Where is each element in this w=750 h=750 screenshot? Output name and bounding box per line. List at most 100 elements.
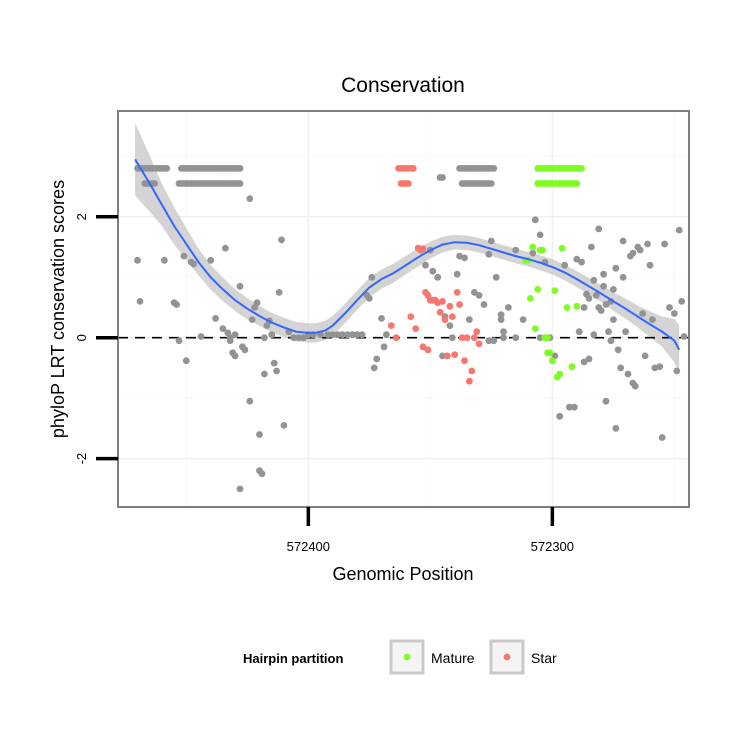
y-axis-title: phyloP LRT conservation scores bbox=[48, 180, 68, 438]
point-other bbox=[607, 337, 615, 345]
point-other bbox=[439, 352, 446, 360]
point-other bbox=[339, 331, 346, 339]
point-other bbox=[590, 276, 598, 284]
point-star bbox=[387, 322, 395, 329]
point-other bbox=[280, 422, 288, 429]
point-other bbox=[253, 299, 261, 307]
point-other bbox=[236, 180, 244, 187]
y-tick-label: 2 bbox=[74, 213, 89, 220]
point-mature bbox=[549, 357, 556, 365]
point-other bbox=[261, 334, 268, 342]
point-other bbox=[497, 316, 505, 323]
point-other bbox=[505, 304, 512, 311]
point-other bbox=[646, 261, 654, 269]
point-other bbox=[561, 261, 568, 269]
point-other bbox=[500, 334, 507, 342]
point-mature bbox=[551, 287, 559, 294]
point-star bbox=[419, 343, 427, 351]
point-mature bbox=[529, 243, 537, 251]
point-star bbox=[448, 313, 456, 320]
point-other bbox=[536, 231, 544, 239]
point-other bbox=[585, 295, 593, 302]
point-star bbox=[458, 334, 466, 342]
point-star bbox=[463, 334, 471, 342]
point-star bbox=[392, 334, 400, 342]
legend-swatch-mature bbox=[403, 653, 411, 661]
point-other bbox=[585, 355, 593, 363]
point-other bbox=[566, 403, 573, 411]
point-other bbox=[439, 174, 446, 181]
point-other bbox=[256, 431, 263, 438]
point-star bbox=[441, 316, 449, 323]
point-other bbox=[370, 364, 378, 372]
chart-title: Conservation bbox=[341, 74, 465, 97]
point-star bbox=[451, 351, 459, 358]
point-other bbox=[136, 298, 144, 305]
point-other bbox=[492, 273, 500, 281]
point-star bbox=[461, 357, 468, 365]
x-tick-label: 572300 bbox=[531, 539, 574, 554]
point-other bbox=[334, 331, 341, 339]
point-other bbox=[373, 355, 381, 363]
point-other bbox=[570, 403, 578, 411]
legend-item-star: Star bbox=[489, 639, 557, 675]
point-other bbox=[631, 382, 639, 390]
legend-swatch-star bbox=[503, 653, 511, 661]
x-axis: 572400 572300 bbox=[287, 507, 574, 554]
point-other bbox=[161, 256, 168, 264]
point-other bbox=[619, 273, 627, 281]
legend: Hairpin partition Mature Star bbox=[243, 639, 557, 675]
point-other bbox=[446, 322, 454, 329]
point-other bbox=[466, 316, 473, 323]
plot-panel-border bbox=[117, 110, 690, 508]
point-other bbox=[602, 301, 610, 308]
point-mature bbox=[573, 180, 581, 187]
point-other bbox=[231, 331, 239, 339]
point-other bbox=[358, 331, 366, 339]
point-other bbox=[617, 364, 625, 372]
point-other bbox=[134, 256, 141, 264]
point-other bbox=[173, 301, 181, 308]
point-other bbox=[261, 370, 268, 378]
point-other bbox=[207, 256, 215, 264]
point-other bbox=[219, 325, 227, 332]
scatter-points bbox=[134, 165, 688, 493]
legend-label-star: Star bbox=[531, 650, 557, 666]
x-axis-title: Genomic Position bbox=[332, 564, 473, 584]
point-other bbox=[529, 249, 537, 257]
point-other bbox=[236, 282, 244, 290]
point-other bbox=[429, 267, 437, 275]
point-other bbox=[258, 470, 266, 478]
point-star bbox=[419, 245, 427, 253]
point-mature bbox=[531, 325, 539, 332]
point-other bbox=[512, 334, 520, 342]
point-other bbox=[675, 226, 683, 234]
smooth-trend bbox=[134, 158, 681, 351]
point-other bbox=[641, 352, 649, 360]
point-other bbox=[666, 304, 673, 311]
point-other bbox=[588, 243, 595, 251]
point-star bbox=[468, 367, 476, 375]
point-other bbox=[671, 310, 678, 317]
point-other bbox=[531, 216, 539, 224]
point-mature bbox=[563, 304, 571, 311]
point-star bbox=[456, 301, 463, 308]
point-other bbox=[500, 328, 507, 336]
point-other bbox=[353, 331, 361, 339]
point-other bbox=[592, 292, 600, 299]
legend-label-mature: Mature bbox=[431, 650, 475, 666]
point-mature bbox=[568, 363, 576, 371]
y-tick-label: -2 bbox=[74, 453, 89, 465]
point-other bbox=[182, 357, 190, 365]
point-other bbox=[248, 316, 256, 323]
point-other bbox=[624, 370, 632, 378]
point-mature bbox=[527, 295, 534, 302]
point-other bbox=[590, 331, 598, 339]
point-star bbox=[424, 346, 432, 354]
point-other bbox=[163, 165, 171, 172]
point-star bbox=[453, 289, 461, 296]
point-other bbox=[461, 254, 468, 262]
point-other bbox=[639, 310, 646, 317]
point-other bbox=[490, 165, 498, 172]
point-star bbox=[475, 340, 483, 348]
